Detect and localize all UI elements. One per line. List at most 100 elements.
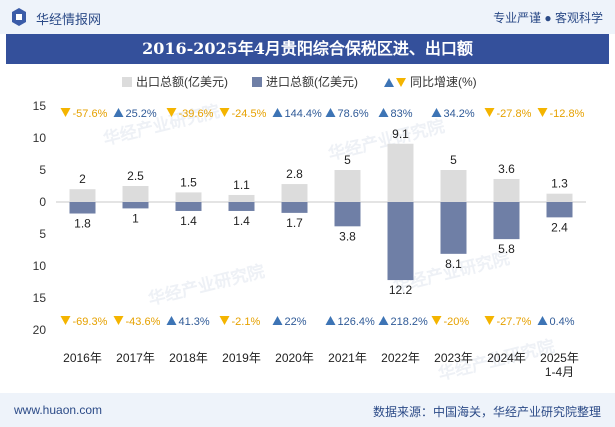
bar-import — [493, 202, 520, 240]
growth-up-triangle-icon — [431, 108, 442, 117]
footer-site: www.huaon.com — [14, 403, 103, 417]
data-label-import: 3.8 — [339, 229, 356, 243]
brand-tagline: 专业严谨 ● 客观科学 — [493, 11, 603, 25]
legend-label-import: 进口总额(亿美元) — [266, 74, 358, 89]
bar-export — [228, 194, 255, 202]
x-category-label: 2019年 — [222, 351, 261, 365]
growth-label-import: 126.4% — [338, 316, 376, 328]
bar-export — [281, 184, 308, 202]
brand-logo-icon — [12, 8, 26, 26]
bar-import — [69, 202, 96, 214]
y-tick-label: 20 — [33, 323, 47, 337]
legend-up-triangle-icon — [384, 78, 394, 87]
bar-import — [546, 202, 573, 218]
bar-import — [122, 202, 149, 209]
y-tick-label: 15 — [33, 99, 47, 113]
data-label-export: 2.5 — [127, 169, 144, 183]
legend-down-triangle-icon — [396, 78, 406, 87]
data-label-import: 1.7 — [286, 216, 303, 230]
growth-down-triangle-icon — [219, 108, 230, 117]
growth-label-import: -2.1% — [232, 316, 261, 328]
bar-export — [493, 178, 520, 202]
data-label-import: 2.4 — [551, 220, 568, 234]
growth-up-triangle-icon — [272, 108, 283, 117]
bar-import — [334, 202, 361, 227]
chart-title: 2016-2025年4月贵阳综合保税区进、出口额 — [142, 39, 473, 58]
x-category-label: 2020年 — [275, 351, 314, 365]
y-tick-label: 5 — [39, 163, 46, 177]
data-label-export: 3.6 — [498, 162, 515, 176]
growth-label-import: -20% — [444, 316, 470, 328]
growth-label-export: 83% — [391, 108, 413, 120]
bar-import — [440, 202, 467, 254]
y-tick-label: 0 — [39, 195, 46, 209]
data-label-export: 1.1 — [233, 178, 250, 192]
growth-label-import: 41.3% — [179, 316, 210, 328]
bar-export — [387, 143, 414, 202]
growth-down-triangle-icon — [60, 316, 71, 325]
growth-down-triangle-icon — [431, 316, 442, 325]
growth-label-export: -39.6% — [179, 108, 214, 120]
growth-up-triangle-icon — [325, 316, 336, 325]
growth-label-import: 22% — [285, 316, 307, 328]
growth-up-triangle-icon — [272, 316, 283, 325]
x-category-label: 2022年 — [381, 351, 420, 365]
growth-label-export: -24.5% — [232, 108, 267, 120]
bar-export — [546, 193, 573, 202]
x-category-label: 2018年 — [169, 351, 208, 365]
data-label-export: 5 — [450, 153, 457, 167]
y-tick-label: 10 — [33, 259, 47, 273]
bar-export — [122, 186, 149, 202]
title-bar: 2016-2025年4月贵阳综合保税区进、出口额 — [6, 34, 609, 64]
data-label-import: 8.1 — [445, 257, 462, 271]
data-label-export: 9.1 — [392, 127, 409, 141]
data-label-import: 5.8 — [498, 242, 515, 256]
growth-down-triangle-icon — [60, 108, 71, 117]
growth-up-triangle-icon — [378, 108, 389, 117]
growth-down-triangle-icon — [537, 108, 548, 117]
legend-swatch-export — [122, 77, 132, 87]
growth-down-triangle-icon — [484, 108, 495, 117]
footer-bar: www.huaon.com 数据来源：中国海关，华经产业研究院整理 — [0, 393, 615, 427]
growth-label-export: -57.6% — [73, 108, 108, 120]
data-label-import: 1 — [132, 211, 139, 225]
x-category-label: 2021年 — [328, 351, 367, 365]
x-category-label: 1-4月 — [545, 365, 574, 379]
data-label-export: 1.3 — [551, 177, 568, 191]
bar-import — [281, 202, 308, 213]
legend-swatch-import — [252, 77, 262, 87]
y-tick-label: 15 — [33, 291, 47, 305]
growth-up-triangle-icon — [113, 108, 124, 117]
brand-name: 华经情报网 — [36, 12, 102, 27]
growth-label-import: -27.7% — [497, 316, 532, 328]
growth-label-export: 144.4% — [285, 108, 323, 120]
x-category-label: 2023年 — [434, 351, 473, 365]
watermark-text: 华经产业研究院 — [146, 261, 266, 309]
growth-label-export: 25.2% — [126, 108, 157, 120]
y-tick-label: 5 — [39, 227, 46, 241]
data-label-export: 1.5 — [180, 175, 197, 189]
growth-down-triangle-icon — [484, 316, 495, 325]
data-label-export: 2.8 — [286, 167, 303, 181]
top-bar: 华经情报网 专业严谨 ● 客观科学 — [0, 0, 615, 34]
growth-up-triangle-icon — [537, 316, 548, 325]
growth-label-import: -69.3% — [73, 316, 108, 328]
growth-label-export: -12.8% — [550, 108, 585, 120]
x-category-label: 2017年 — [116, 351, 155, 365]
y-tick-label: 10 — [33, 131, 47, 145]
growth-up-triangle-icon — [378, 316, 389, 325]
growth-label-export: 78.6% — [338, 108, 369, 120]
data-label-import: 1.4 — [233, 214, 250, 228]
growth-label-export: -27.8% — [497, 108, 532, 120]
growth-label-import: -43.6% — [126, 316, 161, 328]
x-category-label: 2016年 — [63, 351, 102, 365]
data-label-import: 12.2 — [389, 283, 413, 297]
bar-import — [387, 202, 414, 281]
growth-down-triangle-icon — [219, 316, 230, 325]
bar-import — [175, 202, 202, 211]
growth-label-export: 34.2% — [444, 108, 475, 120]
bar-export — [440, 170, 467, 202]
data-label-import: 1.8 — [74, 217, 91, 231]
growth-down-triangle-icon — [166, 108, 177, 117]
legend-label-export: 出口总额(亿美元) — [136, 74, 228, 89]
